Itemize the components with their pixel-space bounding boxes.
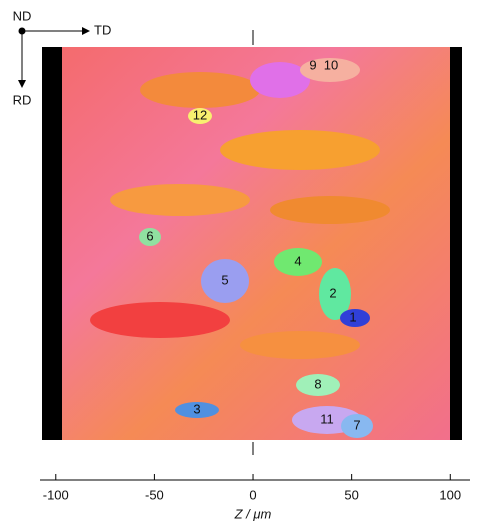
grain xyxy=(250,62,310,98)
grain xyxy=(240,331,360,359)
grain-label: 2 xyxy=(329,285,336,300)
grain-label: 4 xyxy=(294,253,301,268)
x-tick-label: -100 xyxy=(43,487,69,502)
rd-label: RD xyxy=(13,92,32,107)
grain xyxy=(90,302,230,338)
x-axis-label: Z / μm xyxy=(234,506,272,521)
grain xyxy=(340,309,370,327)
grain-label: 11 xyxy=(320,411,334,426)
grain-label: 6 xyxy=(146,228,153,243)
grain xyxy=(319,268,351,320)
grain-label: 8 xyxy=(314,376,321,391)
grain-label: 7 xyxy=(353,417,360,432)
grain xyxy=(270,196,390,224)
grain xyxy=(201,259,249,303)
grain-label: 5 xyxy=(221,272,228,287)
map-background xyxy=(42,47,462,440)
edge-left xyxy=(42,47,62,440)
td-arrowhead xyxy=(82,27,90,35)
grain xyxy=(300,58,360,82)
grain xyxy=(296,374,340,396)
rd-arrowhead xyxy=(18,80,26,88)
grain-label: 10 xyxy=(324,57,338,72)
grain xyxy=(140,72,260,108)
x-tick-label: -50 xyxy=(145,487,164,502)
edge-right xyxy=(450,47,462,440)
grain xyxy=(139,228,161,246)
grain xyxy=(220,130,380,170)
grain xyxy=(110,184,250,216)
grain-label: 12 xyxy=(193,107,207,122)
td-label: TD xyxy=(94,22,111,37)
grain xyxy=(175,402,219,418)
grain-label: 9 xyxy=(309,57,316,72)
nd-label: ND xyxy=(13,8,32,23)
grain xyxy=(274,248,322,276)
grain xyxy=(341,414,373,438)
grain-label: 1 xyxy=(349,309,356,324)
x-tick-label: 0 xyxy=(249,487,256,502)
x-tick-label: 50 xyxy=(344,487,358,502)
grain xyxy=(188,108,212,124)
x-tick-label: 100 xyxy=(439,487,461,502)
grain-label: 3 xyxy=(193,401,200,416)
orientation-triad: ND TD RD xyxy=(13,8,112,107)
ebsd-map xyxy=(42,30,462,455)
